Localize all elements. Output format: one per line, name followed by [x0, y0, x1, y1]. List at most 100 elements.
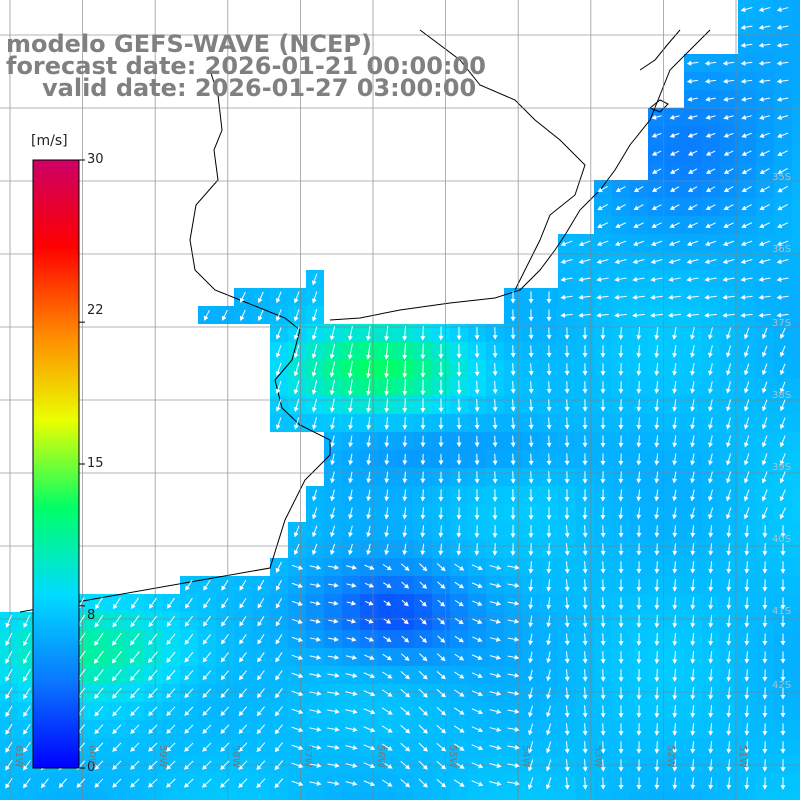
- wind-arrow-head: [546, 658, 552, 664]
- wind-arrow-head: [654, 371, 660, 376]
- speed-cell: [774, 792, 792, 800]
- wind-arrow-head: [23, 729, 28, 735]
- wind-arrow-head: [614, 294, 620, 300]
- wind-arrow-head: [385, 619, 392, 624]
- wind-arrow-head: [578, 294, 584, 300]
- wind-arrow-head: [654, 335, 660, 340]
- wind-arrow-head: [334, 744, 340, 750]
- wind-arrow-head: [690, 623, 696, 628]
- wind-arrow-head: [458, 619, 464, 625]
- wind-arrow-head: [456, 460, 462, 466]
- wind-arrow-head: [130, 693, 136, 699]
- wind-arrow-head: [527, 730, 533, 736]
- wind-arrow-head: [387, 728, 393, 733]
- wind-arrow-head: [725, 370, 731, 376]
- speed-cell: [792, 108, 800, 126]
- wind-arrow-head: [510, 298, 516, 304]
- wind-arrow-head: [510, 353, 516, 358]
- wind-arrow-head: [5, 783, 10, 789]
- wind-arrow-head: [347, 390, 353, 396]
- wind-arrow-head: [776, 259, 782, 264]
- wind-arrow-head: [740, 42, 746, 48]
- wind-arrow-head: [384, 425, 390, 430]
- wind-arrow-head: [220, 710, 226, 716]
- wind-arrow-head: [315, 600, 321, 606]
- wind-arrow-head: [514, 654, 520, 660]
- wind-arrow-head: [510, 460, 516, 466]
- speed-cell: [90, 792, 108, 800]
- wind-arrow-head: [316, 636, 322, 642]
- wind-arrow-head: [370, 709, 376, 715]
- wind-arrow-head: [779, 351, 785, 358]
- wind-arrow-head: [780, 551, 786, 556]
- wind-arrow-head: [202, 639, 208, 645]
- coast-line: [639, 29, 681, 71]
- speed-cell: [234, 792, 252, 800]
- wind-arrow-head: [334, 672, 340, 678]
- wind-arrow-head: [779, 388, 785, 394]
- wind-arrow-head: [704, 294, 710, 300]
- wind-arrow-head: [365, 390, 371, 396]
- wind-arrow-head: [672, 641, 678, 646]
- wind-arrow-head: [440, 692, 447, 698]
- wind-arrow-head: [112, 622, 118, 628]
- wind-arrow-head: [528, 497, 534, 502]
- wind-arrow-head: [5, 694, 10, 700]
- wind-arrow-head: [148, 693, 154, 699]
- wind-arrow-head: [704, 276, 710, 282]
- wind-arrow-head: [311, 298, 317, 304]
- wind-arrow-head: [582, 479, 588, 484]
- wind-arrow-head: [708, 695, 714, 700]
- wind-arrow-head: [275, 657, 280, 663]
- wind-arrow-head: [492, 515, 498, 521]
- wind-arrow-head: [687, 132, 693, 138]
- speed-cell: [288, 792, 306, 800]
- wind-arrow-head: [384, 532, 390, 538]
- wind-arrow-head: [582, 748, 588, 754]
- wind-arrow-head: [111, 658, 117, 664]
- wind-arrow-head: [112, 746, 118, 752]
- wind-arrow-head: [741, 133, 747, 138]
- wind-arrow-head: [421, 637, 427, 643]
- speed-cell: [684, 792, 702, 800]
- wind-arrow-head: [275, 352, 281, 358]
- wind-arrow-head: [618, 695, 624, 700]
- wind-arrow-head: [316, 654, 322, 660]
- lon-label: 51W: [737, 745, 748, 768]
- wind-arrow-head: [368, 600, 374, 606]
- wind-arrow-head: [315, 618, 321, 624]
- wind-arrow-head: [564, 460, 570, 466]
- lon-label: 59W: [157, 745, 168, 768]
- wind-arrow-head: [779, 369, 785, 376]
- wind-arrow-head: [600, 551, 606, 556]
- wind-arrow-head: [528, 479, 534, 484]
- wind-arrow-head: [275, 316, 281, 322]
- speed-cell: [486, 792, 504, 800]
- wind-arrow-head: [220, 782, 226, 788]
- wind-arrow-head: [329, 335, 335, 341]
- lon-label: 55W: [447, 745, 458, 768]
- wind-arrow-head: [420, 442, 426, 448]
- wind-arrow-head: [95, 604, 100, 610]
- wind-arrow-head: [202, 728, 208, 734]
- wind-arrow-head: [651, 133, 657, 138]
- wind-arrow-head: [402, 390, 408, 396]
- wind-arrow-head: [582, 784, 588, 790]
- wind-arrow-head: [654, 424, 660, 430]
- wind-arrow-head: [510, 442, 516, 448]
- wind-arrow-head: [166, 657, 172, 663]
- wind-arrow-head: [298, 781, 304, 787]
- wind-arrow-head: [780, 676, 786, 682]
- wind-arrow-head: [492, 371, 498, 377]
- wind-arrow-head: [130, 746, 136, 752]
- wind-arrow-head: [456, 478, 462, 484]
- wind-arrow-head: [527, 784, 533, 790]
- wind-arrow-head: [130, 622, 136, 628]
- wind-arrow-head: [776, 96, 782, 102]
- speed-cell: [414, 792, 432, 800]
- speed-cell: [792, 648, 800, 666]
- wind-arrow-head: [94, 729, 100, 735]
- wind-arrow-head: [780, 533, 786, 538]
- wind-arrow-head: [23, 622, 28, 628]
- wind-arrow-head: [477, 673, 483, 679]
